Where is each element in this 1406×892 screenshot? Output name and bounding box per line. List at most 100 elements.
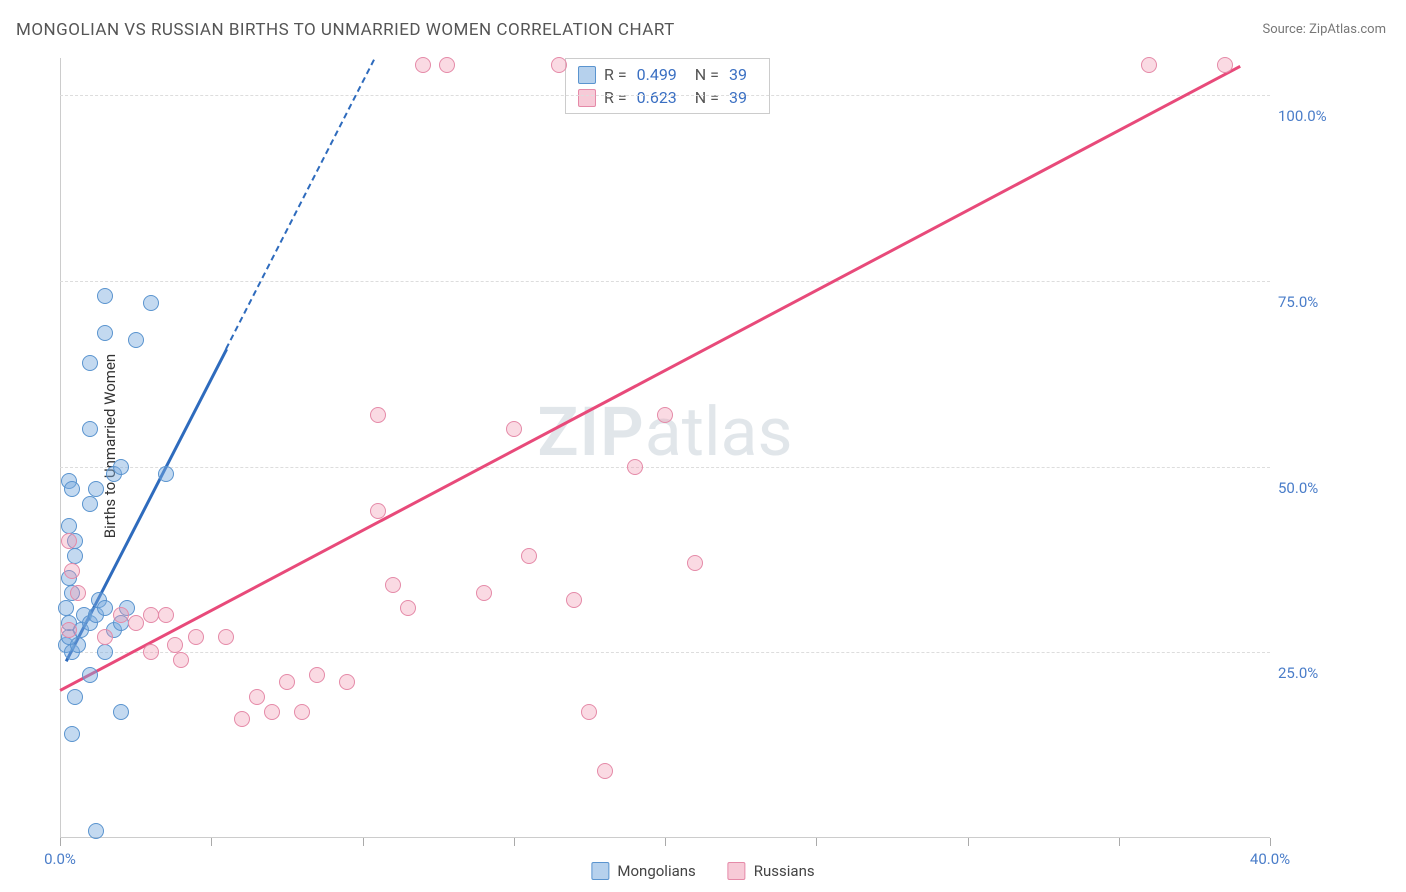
- swatch-russians-icon: [728, 862, 746, 880]
- data-point-russians: [128, 615, 144, 631]
- x-tick-mark: [514, 838, 515, 846]
- stats-row-mongolians: R = 0.499 N = 39: [578, 63, 757, 86]
- x-tick-mark: [60, 838, 61, 846]
- data-point-russians: [61, 533, 77, 549]
- data-point-mongolians: [67, 548, 83, 564]
- series-legend: Mongolians Russians: [585, 862, 820, 880]
- data-point-russians: [279, 674, 295, 690]
- data-point-russians: [97, 629, 113, 645]
- watermark: ZIPatlas: [537, 392, 792, 472]
- data-point-russians: [1217, 57, 1233, 73]
- data-point-russians: [581, 704, 597, 720]
- x-tick-mark: [1270, 838, 1271, 846]
- data-point-mongolians: [128, 332, 144, 348]
- data-point-russians: [627, 459, 643, 475]
- data-point-russians: [309, 667, 325, 683]
- data-point-mongolians: [97, 600, 113, 616]
- data-point-mongolians: [113, 704, 129, 720]
- source-prefix: Source:: [1262, 22, 1309, 37]
- data-point-mongolians: [97, 288, 113, 304]
- y-tick-label: 75.0%: [1278, 293, 1348, 311]
- source-attribution: Source: ZipAtlas.com: [1262, 22, 1386, 37]
- x-tick-mark: [1119, 838, 1120, 846]
- legend-label-russians: Russians: [754, 862, 815, 880]
- data-point-russians: [143, 607, 159, 623]
- swatch-russians-icon: [578, 89, 596, 107]
- data-point-mongolians: [143, 295, 159, 311]
- data-point-russians: [476, 585, 492, 601]
- x-tick-mark: [968, 838, 969, 846]
- data-point-russians: [234, 711, 250, 727]
- N-value-mongolians: 39: [729, 65, 747, 84]
- N-label: N =: [695, 65, 719, 84]
- data-point-russians: [61, 622, 77, 638]
- data-point-mongolians: [82, 355, 98, 371]
- correlation-stats-box: R = 0.499 N = 39 R = 0.623 N = 39: [565, 58, 770, 114]
- data-point-russians: [294, 704, 310, 720]
- trendline-dashed: [225, 59, 375, 350]
- stats-row-russians: R = 0.623 N = 39: [578, 86, 757, 109]
- data-point-russians: [1141, 57, 1157, 73]
- x-tick-label: 40.0%: [1250, 850, 1290, 868]
- R-label: R =: [604, 65, 627, 84]
- data-point-mongolians: [113, 459, 129, 475]
- data-point-mongolians: [82, 667, 98, 683]
- data-point-russians: [188, 629, 204, 645]
- watermark-rest: atlas: [645, 392, 793, 472]
- data-point-russians: [143, 644, 159, 660]
- swatch-mongolians-icon: [578, 66, 596, 84]
- data-point-russians: [400, 600, 416, 616]
- y-tick-label: 25.0%: [1278, 664, 1348, 682]
- gridline: [60, 467, 1270, 468]
- data-point-mongolians: [67, 689, 83, 705]
- data-point-russians: [415, 57, 431, 73]
- R-value-mongolians: 0.499: [637, 65, 677, 84]
- data-point-russians: [687, 555, 703, 571]
- data-point-russians: [506, 421, 522, 437]
- data-point-mongolians: [82, 421, 98, 437]
- data-point-russians: [597, 763, 613, 779]
- x-tick-mark: [816, 838, 817, 846]
- data-point-russians: [439, 57, 455, 73]
- data-point-mongolians: [158, 466, 174, 482]
- y-tick-label: 50.0%: [1278, 479, 1348, 497]
- data-point-russians: [167, 637, 183, 653]
- legend-label-mongolians: Mongolians: [617, 862, 695, 880]
- N-value-russians: 39: [729, 88, 747, 107]
- y-axis-line: [60, 58, 61, 838]
- data-point-russians: [264, 704, 280, 720]
- data-point-russians: [566, 592, 582, 608]
- data-point-russians: [218, 629, 234, 645]
- data-point-russians: [521, 548, 537, 564]
- data-point-russians: [370, 407, 386, 423]
- data-point-russians: [370, 503, 386, 519]
- data-point-russians: [113, 607, 129, 623]
- data-point-mongolians: [88, 481, 104, 497]
- data-point-russians: [657, 407, 673, 423]
- legend-item-mongolians: Mongolians: [591, 862, 695, 880]
- y-tick-label: 100.0%: [1278, 107, 1348, 125]
- x-tick-mark: [211, 838, 212, 846]
- trendline: [59, 66, 1240, 692]
- data-point-russians: [158, 607, 174, 623]
- data-point-russians: [339, 674, 355, 690]
- data-point-mongolians: [61, 518, 77, 534]
- gridline: [60, 652, 1270, 653]
- x-tick-mark: [363, 838, 364, 846]
- legend-item-russians: Russians: [728, 862, 815, 880]
- N-label: N =: [695, 88, 719, 107]
- x-tick-label: 0.0%: [44, 850, 76, 868]
- data-point-mongolians: [97, 325, 113, 341]
- data-point-russians: [249, 689, 265, 705]
- data-point-mongolians: [70, 637, 86, 653]
- data-point-mongolians: [58, 600, 74, 616]
- data-point-russians: [551, 57, 567, 73]
- data-point-russians: [385, 577, 401, 593]
- swatch-mongolians-icon: [591, 862, 609, 880]
- R-label: R =: [604, 88, 627, 107]
- data-point-mongolians: [64, 726, 80, 742]
- data-point-russians: [70, 585, 86, 601]
- chart-title: MONGOLIAN VS RUSSIAN BIRTHS TO UNMARRIED…: [16, 20, 675, 40]
- source-name: ZipAtlas.com: [1309, 22, 1386, 37]
- gridline: [60, 95, 1270, 96]
